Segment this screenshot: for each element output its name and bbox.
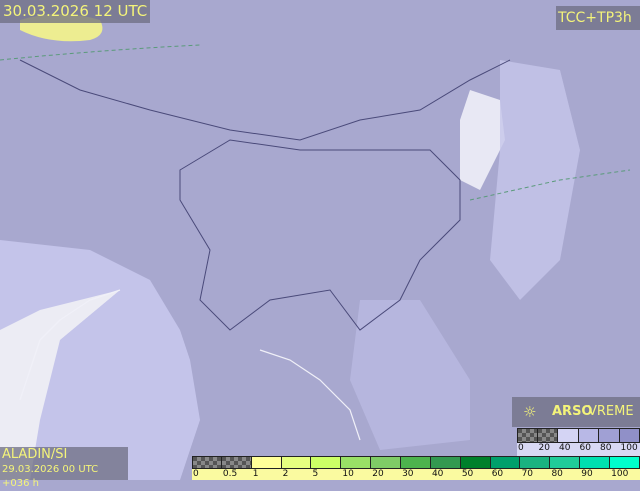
precipitation-legend xyxy=(192,456,640,469)
legend-swatch xyxy=(461,456,491,469)
legend-label: 70 xyxy=(522,469,533,479)
brand-name-bold: ARSO xyxy=(552,397,593,427)
legend-swatch xyxy=(311,456,341,469)
legend-label: 90 xyxy=(581,469,592,479)
legend-label: 0.5 xyxy=(223,469,237,479)
cloud-legend-labels: 0 20 40 60 80 100 xyxy=(517,443,640,456)
product-label: TCC+TP3h xyxy=(556,6,640,30)
legend-label: 2 xyxy=(283,469,289,479)
legend-swatch xyxy=(550,456,580,469)
legend-swatch xyxy=(491,456,521,469)
legend-label: 60 xyxy=(580,443,591,453)
model-name: ALADIN/SI xyxy=(0,447,128,463)
legend-swatch xyxy=(341,456,371,469)
legend-swatch xyxy=(401,456,431,469)
legend-label: 40 xyxy=(432,469,443,479)
sun-cloud-icon: ☼ xyxy=(523,397,536,427)
model-info: ALADIN/SI 29.03.2026 00 UTC +036 h xyxy=(0,447,128,480)
legend-label: 100 xyxy=(621,443,638,453)
legend-swatch xyxy=(517,428,538,443)
legend-swatch xyxy=(431,456,461,469)
legend-label: 5 xyxy=(312,469,318,479)
legend-swatch xyxy=(580,456,610,469)
legend-label: 20 xyxy=(539,443,550,453)
legend-label: 100 xyxy=(611,469,628,479)
legend-swatch xyxy=(192,456,222,469)
legend-swatch xyxy=(620,428,640,443)
legend-swatch xyxy=(558,428,579,443)
precip-legend-labels: 0 0.5 1 2 5 10 20 30 40 50 60 70 80 90 100 xyxy=(192,469,640,480)
legend-swatch xyxy=(252,456,282,469)
legend-swatch xyxy=(282,456,312,469)
brand-name-light: VREME xyxy=(588,397,634,427)
legend-label: 40 xyxy=(559,443,570,453)
model-run: 29.03.2026 00 UTC +036 h xyxy=(0,463,128,491)
legend-label: 50 xyxy=(462,469,473,479)
legend-label: 0 xyxy=(518,443,524,453)
legend-label: 0 xyxy=(193,469,199,479)
valid-time-label: 30.03.2026 12 UTC xyxy=(0,0,150,23)
legend-swatch xyxy=(371,456,401,469)
legend-swatch xyxy=(222,456,252,469)
legend-swatch xyxy=(579,428,600,443)
legend-label: 80 xyxy=(551,469,562,479)
legend-label: 30 xyxy=(402,469,413,479)
legend-label: 20 xyxy=(372,469,383,479)
legend-swatch xyxy=(520,456,550,469)
legend-label: 10 xyxy=(342,469,353,479)
legend-label: 1 xyxy=(253,469,259,479)
cloud-cover-legend xyxy=(517,428,640,443)
legend-swatch xyxy=(599,428,620,443)
legend-swatch xyxy=(538,428,559,443)
legend-swatch xyxy=(610,456,640,469)
legend-label: 60 xyxy=(492,469,503,479)
brand-logo: ☼ ARSO VREME xyxy=(512,397,640,427)
legend-label: 80 xyxy=(600,443,611,453)
